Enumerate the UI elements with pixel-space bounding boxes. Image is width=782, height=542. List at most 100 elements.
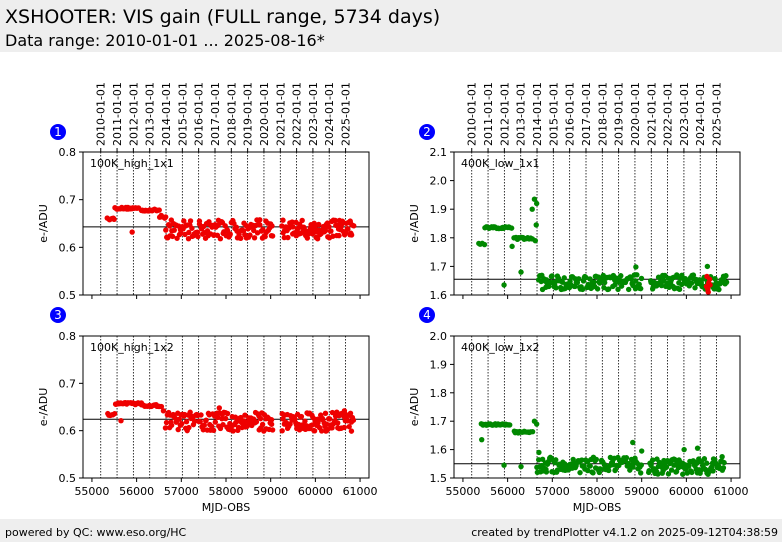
x-tick-label: 59000: [253, 485, 288, 498]
data-point: [681, 446, 687, 453]
data-point: [577, 469, 583, 476]
data-point: [210, 427, 217, 433]
data-point: [335, 420, 341, 426]
data-point: [194, 229, 201, 235]
data-point: [318, 428, 325, 434]
data-point: [169, 233, 176, 240]
date-tick-label: 2025-01-01: [711, 82, 724, 146]
page-subtitle: Data range: 2010-01-01 ... 2025-08-16*: [5, 31, 325, 50]
data-point: [704, 263, 711, 270]
data-point: [612, 466, 619, 473]
data-point: [655, 274, 662, 280]
data-point: [594, 286, 601, 292]
data-point: [301, 225, 307, 231]
data-point: [536, 449, 542, 456]
data-point: [197, 418, 203, 425]
data-point: [232, 414, 239, 420]
date-tick-label: 2010-01-01: [466, 82, 479, 146]
data-point: [630, 439, 636, 446]
plot-frame: [82, 335, 370, 479]
data-point: [158, 403, 165, 410]
data-point: [501, 282, 507, 288]
plot-frame: [453, 151, 741, 296]
data-point: [191, 418, 198, 425]
y-axis-label: e-/ADU: [37, 204, 50, 243]
data-point: [179, 421, 185, 427]
data-point: [351, 223, 357, 229]
data-point: [348, 428, 355, 434]
panel-number-label: 4: [423, 308, 431, 322]
data-point: [543, 469, 550, 475]
x-tick-label: 61000: [343, 485, 378, 498]
x-tick-label: 61000: [714, 485, 749, 498]
data-point: [532, 237, 539, 244]
data-point: [347, 410, 354, 417]
data-point: [323, 427, 330, 434]
data-point: [279, 428, 285, 434]
data-point: [591, 279, 597, 285]
x-tick-label: 55000: [445, 485, 480, 498]
data-point: [723, 273, 729, 279]
data-point: [251, 235, 258, 241]
data-point: [163, 419, 170, 426]
data-point: [168, 422, 175, 428]
data-point: [583, 274, 589, 281]
y-tick-label: 1.8: [430, 387, 448, 400]
data-point: [156, 207, 162, 213]
data-point: [269, 223, 275, 229]
panel-number-badge: [419, 307, 435, 323]
chart-panel-2: 2 400K_low_1x1 1.6 1.7 1.8 1.9 2.0 2.1 e-/ADU 201…: [408, 82, 741, 302]
x-tick-label: 57000: [535, 485, 570, 498]
data-point: [222, 223, 228, 229]
data-point: [533, 222, 539, 228]
panel-number-badge: [50, 124, 66, 140]
data-point: [518, 269, 524, 275]
data-point: [217, 235, 224, 242]
data-point: [299, 217, 305, 224]
data-point: [220, 421, 226, 428]
data-point: [655, 471, 661, 477]
data-point: [638, 448, 645, 454]
data-point: [215, 414, 221, 421]
data-point: [634, 272, 640, 278]
data-point: [290, 224, 296, 230]
data-point: [649, 457, 656, 463]
data-point: [658, 282, 665, 289]
x-tick-label: 59000: [624, 485, 659, 498]
y-tick-label: 1.9: [430, 203, 448, 216]
data-point: [268, 421, 275, 427]
date-tick-label: 2019-01-01: [242, 82, 255, 146]
x-tick-label: 56000: [119, 485, 154, 498]
chart-panel-1: 1 100K_high_1x1 0.5 0.6 0.7 0.8 e-/ADU 2010-01-…: [37, 82, 370, 302]
data-point: [529, 206, 535, 212]
data-point: [590, 470, 596, 476]
data-point: [694, 445, 701, 451]
data-point: [665, 471, 672, 477]
chart-panel-4: 4 400K_low_1x2 1.5 1.6 1.7 1.8 1.9 2.0 e-/ADU 550…: [408, 307, 749, 514]
y-tick-label: 1.9: [430, 358, 448, 371]
data-point: [329, 409, 336, 416]
data-point: [111, 216, 117, 223]
data-point: [348, 232, 355, 238]
data-point: [553, 285, 559, 291]
data-point: [509, 243, 515, 250]
data-point: [322, 410, 329, 416]
data-point: [332, 217, 339, 224]
data-point: [707, 282, 713, 288]
data-point: [236, 231, 242, 237]
panel-number-badge: [419, 124, 435, 140]
data-point: [163, 227, 169, 233]
data-point: [176, 416, 183, 422]
data-point: [336, 232, 342, 239]
data-point: [285, 234, 291, 241]
data-point: [533, 421, 540, 427]
data-point: [549, 273, 555, 279]
data-point: [633, 278, 639, 284]
date-tick-label: 2024-01-01: [323, 82, 336, 146]
x-tick-label: 60000: [298, 485, 333, 498]
data-point: [704, 460, 710, 466]
data-point: [689, 469, 695, 476]
date-tick-label: 2018-01-01: [225, 82, 238, 146]
data-point: [329, 425, 335, 431]
data-point: [257, 222, 263, 228]
